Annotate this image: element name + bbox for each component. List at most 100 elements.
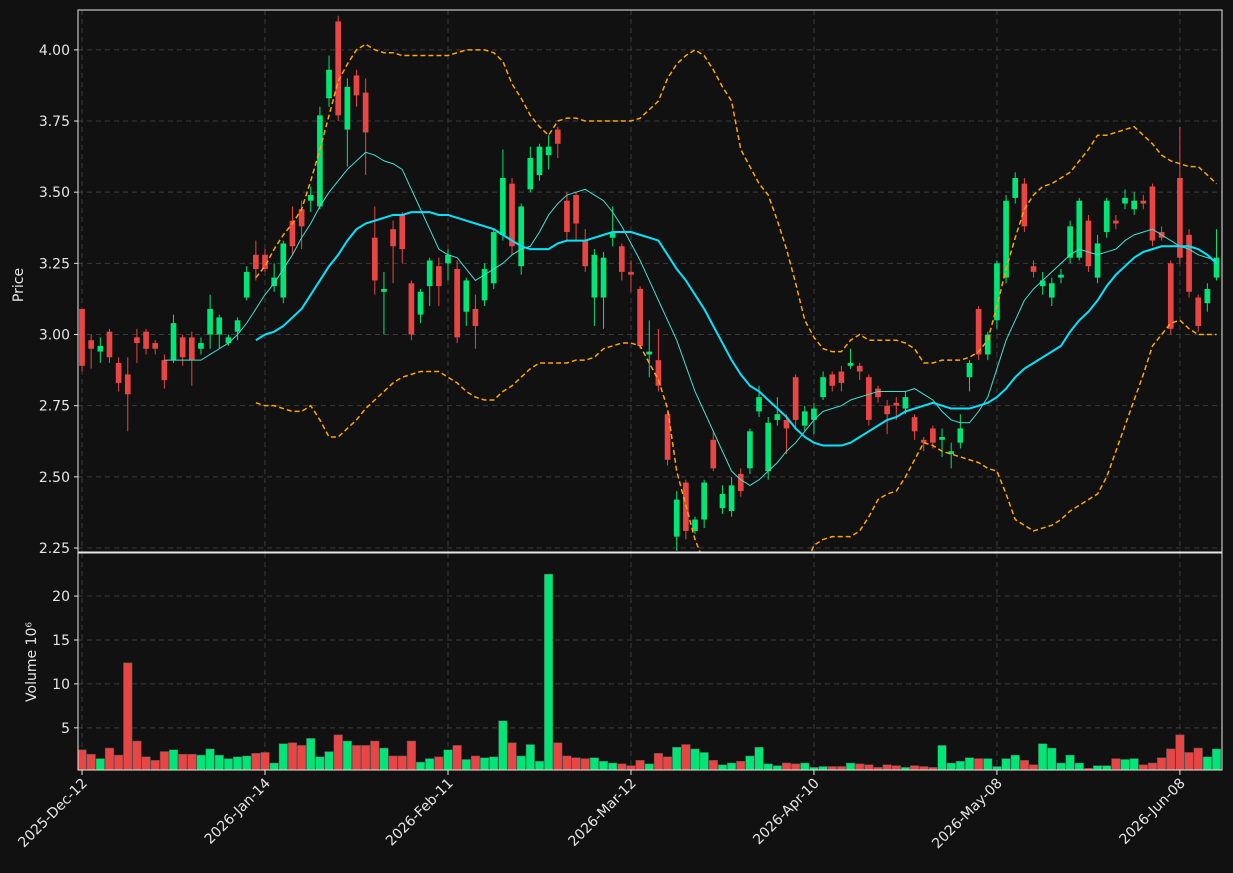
candle-body (875, 388, 881, 398)
volume-bar (589, 757, 599, 770)
volume-bar (708, 760, 718, 770)
candle-body (902, 397, 909, 409)
volume-bar (562, 755, 572, 770)
candle-body (326, 69, 332, 99)
volume-bar (534, 760, 545, 770)
price-tick-label: 3.25 (39, 256, 70, 272)
volume-tick-label: 10 (52, 677, 70, 693)
candle-body (152, 343, 159, 349)
candle-body (1076, 200, 1083, 258)
candle-body (317, 115, 323, 207)
volume-bar (214, 754, 224, 770)
volume-bar (1001, 758, 1011, 770)
volume-bar (315, 756, 325, 770)
volume-bar (324, 751, 334, 770)
volume-bar (278, 743, 288, 770)
candle-body (536, 146, 543, 176)
candle-body (1122, 197, 1128, 204)
candle-body (609, 232, 616, 238)
volume-bar (205, 748, 215, 770)
volume-bar (434, 756, 444, 770)
candle-body (637, 288, 643, 346)
volume-bar (168, 749, 179, 770)
volume-bar (964, 757, 975, 770)
candle-body (463, 280, 470, 312)
volume-bar (644, 763, 654, 770)
candle-body (161, 360, 168, 381)
candle-body (664, 414, 671, 460)
volume-bar (86, 753, 96, 770)
candle-body (207, 308, 213, 335)
volume-bar (297, 745, 307, 770)
volume-bar (635, 760, 645, 770)
volume-bar (882, 764, 892, 770)
volume-bar (287, 742, 298, 770)
candle-body (573, 195, 579, 224)
candle-body (225, 337, 232, 344)
volume-bar (672, 746, 682, 770)
indicator-line (255, 319, 1217, 552)
candle-body (1003, 200, 1009, 278)
volume-bar (845, 762, 856, 770)
candle-body (188, 337, 195, 361)
volume-bar (251, 753, 261, 770)
volume-bar (306, 738, 316, 770)
candle-body (408, 283, 415, 335)
candle-body (472, 308, 479, 326)
candle-body (737, 474, 744, 492)
candle-body (655, 360, 662, 386)
volume-bar (1038, 743, 1048, 770)
candle-body (765, 422, 772, 472)
volume-bar (351, 745, 362, 770)
candle-body (134, 337, 140, 344)
candle-body (509, 183, 515, 247)
volume-bar (699, 752, 709, 770)
volume-bar (415, 761, 426, 770)
volume-bar (388, 755, 398, 770)
volume-bar (1028, 764, 1039, 770)
volume-bar (461, 759, 471, 770)
volume-bar (516, 755, 526, 770)
volume-bar (910, 765, 920, 770)
candle-body (820, 377, 826, 398)
candle-body (481, 269, 488, 301)
volume-tick-label: 20 (52, 589, 70, 605)
volume-tick-label: 15 (52, 633, 70, 649)
candle-body (618, 246, 625, 272)
volume-bar (114, 754, 124, 770)
volume-bar (1157, 757, 1167, 770)
volume-bar (1065, 754, 1075, 770)
volume-bar (342, 740, 352, 770)
candle-body (362, 92, 369, 133)
volume-bar (489, 756, 499, 770)
candle-body (1140, 200, 1147, 204)
volume-bar (333, 734, 343, 770)
volume-bar (1120, 759, 1130, 770)
candle-body (774, 414, 781, 420)
volume-bar (370, 740, 380, 770)
volume-bar (1175, 734, 1185, 770)
candle-body (710, 439, 717, 469)
candle-body (1131, 200, 1138, 210)
volume-bar (480, 757, 490, 770)
volume-bar (690, 748, 700, 770)
volume-bar (196, 754, 206, 770)
candle-body (801, 411, 808, 426)
candle-body (856, 365, 863, 372)
candle-body (884, 405, 890, 415)
candle-body (124, 374, 131, 395)
candle-body (628, 271, 634, 275)
volume-bar (260, 752, 270, 770)
candle-body (792, 377, 799, 420)
volume-bar (178, 753, 188, 770)
volume-bar (827, 766, 837, 770)
volume-bar (1184, 752, 1194, 770)
volume-bar (443, 749, 453, 770)
volume-bar (717, 764, 728, 770)
candle-body (783, 419, 790, 429)
volume-bar (754, 746, 764, 770)
price-tick-label: 3.00 (39, 328, 70, 344)
volume-bar (525, 744, 535, 770)
candle-body (243, 271, 250, 298)
